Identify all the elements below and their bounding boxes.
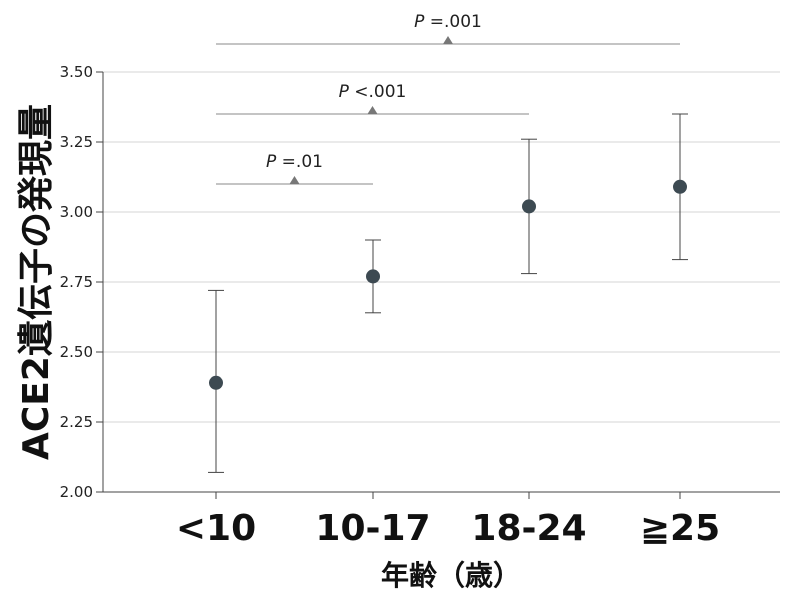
- y-tick-label: 2.00: [60, 483, 93, 501]
- x-axis-label: 年齢（歳）: [381, 559, 521, 592]
- x-tick-label: 18-24: [471, 508, 586, 549]
- y-tick-label: 3.25: [60, 133, 93, 151]
- gridlines: [103, 71, 780, 423]
- p-symbol: P: [339, 82, 350, 102]
- data-point: [366, 269, 380, 284]
- p-value: <.001: [349, 82, 407, 102]
- x-tick-label: ≧25: [640, 508, 720, 549]
- significance-marker: [367, 106, 378, 114]
- x-tick-label: <10: [176, 508, 256, 549]
- significance-label: P <.001: [339, 82, 407, 102]
- y-tick-label: 3.50: [60, 63, 93, 81]
- y-tick-label: 2.50: [60, 343, 93, 361]
- y-tick-label: 3.00: [60, 203, 93, 221]
- significance-label: P =.01: [266, 152, 323, 172]
- p-symbol: P: [266, 152, 277, 172]
- y-tick-label: 2.75: [60, 273, 93, 291]
- significance-label: P =.001: [414, 12, 482, 32]
- data-point: [673, 179, 687, 194]
- p-symbol: P: [414, 12, 425, 32]
- data-point: [209, 375, 223, 390]
- y-tick-label: 2.25: [60, 413, 93, 431]
- x-ticks: <10 10-17 18-24 ≧25: [176, 492, 720, 549]
- p-value: =.01: [276, 152, 323, 172]
- x-tick-label: 10-17: [315, 508, 430, 549]
- data-points: [209, 179, 687, 390]
- significance-marker: [443, 36, 453, 44]
- y-ticks: 2.00 2.25 2.50 2.75 3.00 3.25 3.50: [60, 63, 103, 501]
- significance-marker: [289, 176, 300, 184]
- y-axis-label: ACE2遺伝子の発現量: [16, 104, 57, 460]
- p-value: =.001: [424, 12, 482, 32]
- data-point: [522, 199, 536, 214]
